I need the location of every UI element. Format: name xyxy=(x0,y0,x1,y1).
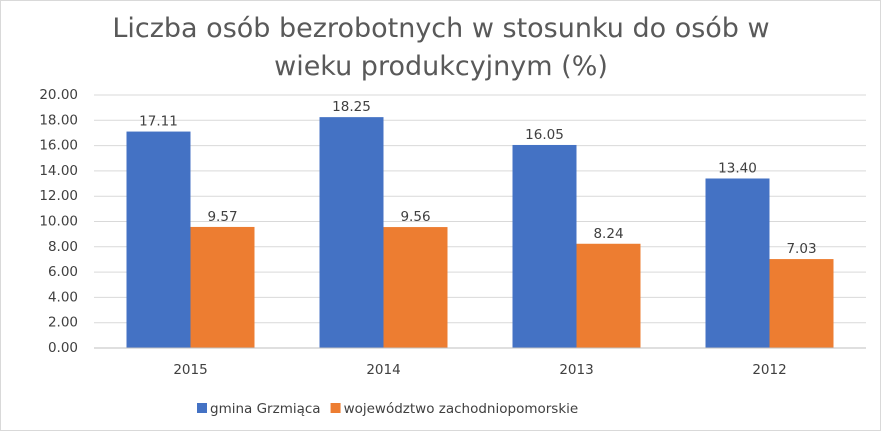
data-label: 17.11 xyxy=(139,114,178,130)
chart-title: Liczba osób bezrobotnych w stosunku do o… xyxy=(112,13,770,82)
x-tick-label: 2014 xyxy=(366,362,400,378)
y-tick-label: 14.00 xyxy=(39,163,78,179)
data-label: 16.05 xyxy=(525,127,564,143)
data-label: 18.25 xyxy=(332,99,371,115)
bar xyxy=(512,144,577,348)
y-tick-label: 12.00 xyxy=(39,188,78,204)
data-label: 7.03 xyxy=(786,241,816,257)
bar xyxy=(126,131,191,348)
bar xyxy=(769,259,834,348)
data-label: 8.24 xyxy=(593,226,623,242)
bar xyxy=(319,117,384,348)
data-label: 13.40 xyxy=(718,160,757,176)
legend-swatch xyxy=(330,403,341,413)
legend-label: województwo zachodniopomorskie xyxy=(344,401,579,417)
y-tick-label: 16.00 xyxy=(39,138,78,154)
bar xyxy=(576,243,641,348)
y-tick-label: 10.00 xyxy=(39,214,78,230)
y-tick-label: 4.00 xyxy=(48,289,78,305)
bar xyxy=(705,178,770,348)
y-tick-label: 18.00 xyxy=(39,112,78,128)
bar xyxy=(190,226,255,348)
data-label: 9.56 xyxy=(400,209,430,225)
x-tick-label: 2015 xyxy=(173,362,207,378)
x-tick-label: 2013 xyxy=(559,362,593,378)
y-tick-label: 20.00 xyxy=(39,87,78,103)
y-tick-label: 8.00 xyxy=(48,239,78,255)
data-label: 9.57 xyxy=(207,209,237,225)
y-tick-label: 2.00 xyxy=(48,315,78,331)
legend-label: gmina Grzmiąca xyxy=(210,401,321,417)
x-tick-label: 2012 xyxy=(752,362,786,378)
bar xyxy=(383,227,448,348)
y-tick-label: 0.00 xyxy=(48,340,78,356)
y-tick-label: 6.00 xyxy=(48,264,78,280)
legend-swatch xyxy=(197,403,207,413)
